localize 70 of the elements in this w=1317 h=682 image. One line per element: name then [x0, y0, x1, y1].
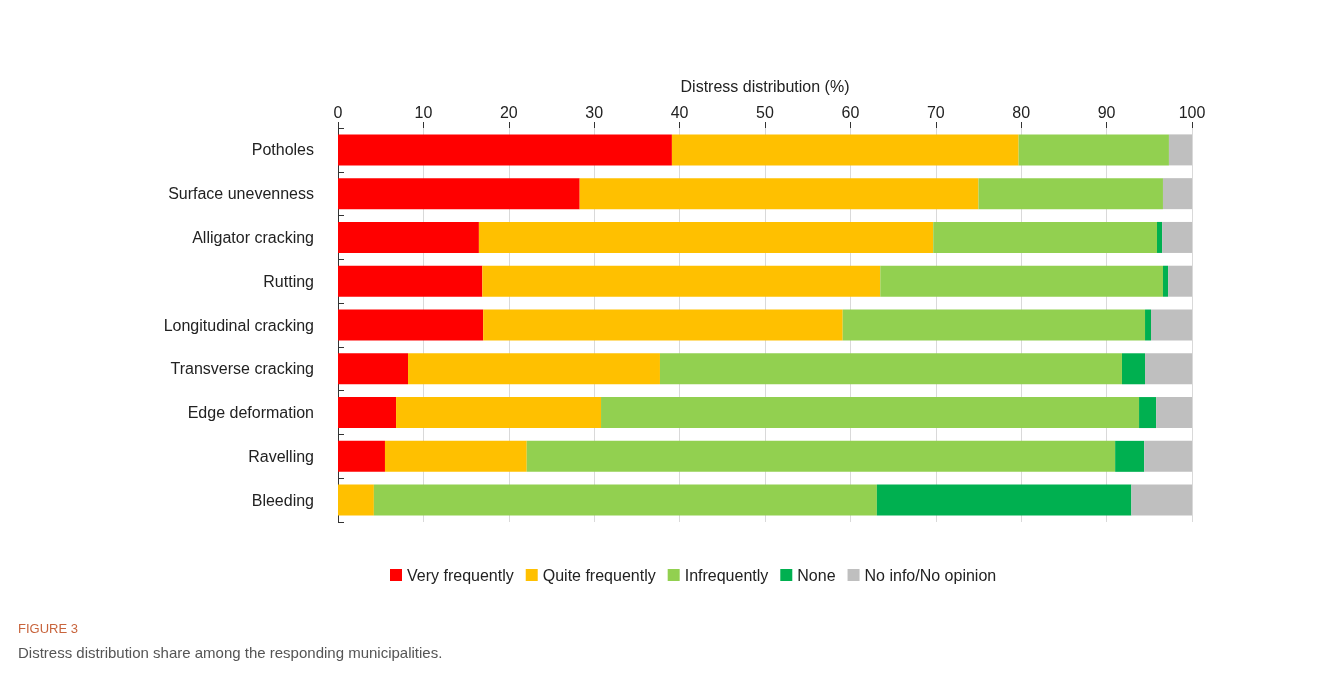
bar	[338, 397, 397, 429]
x-tick-label: 50	[756, 103, 774, 121]
bar	[671, 134, 1019, 166]
bar	[1156, 221, 1163, 253]
bar	[338, 265, 483, 297]
y-tick-label: Bleeding	[251, 491, 314, 509]
bar	[1131, 484, 1192, 516]
bar	[1145, 309, 1152, 341]
x-tick-label: 80	[1012, 103, 1031, 121]
bar	[1151, 309, 1192, 341]
x-tick-label: 30	[585, 103, 604, 121]
x-tick-label: 70	[926, 103, 945, 121]
bar	[978, 178, 1163, 210]
bar	[601, 397, 1140, 429]
bar	[384, 440, 527, 472]
bar	[338, 309, 484, 341]
bar	[478, 221, 934, 253]
bar	[338, 440, 385, 472]
bar	[482, 265, 881, 297]
y-tick-label: Transverse cracking	[170, 360, 314, 378]
legend-label: None	[797, 566, 836, 584]
bar	[396, 397, 602, 429]
text: Distress distribution share among the responding municipalities.	[18, 644, 443, 661]
bar	[1121, 353, 1146, 385]
bar	[1168, 134, 1192, 166]
y-tick-label: Edge deformation	[187, 404, 314, 422]
legend-label: Quite frequently	[542, 566, 656, 584]
legend-label: Very frequently	[407, 566, 514, 584]
x-axis-title: Distress distribution (%)	[680, 77, 850, 95]
bar	[1162, 265, 1169, 297]
bar	[526, 440, 1116, 472]
legend-label: No info/No opinion	[864, 566, 997, 584]
bar	[338, 178, 580, 210]
x-tick-label: 20	[499, 103, 518, 121]
y-tick-label: Surface unevenness	[168, 185, 314, 203]
y-tick-label: Longitudinal cracking	[163, 316, 314, 334]
bar	[1018, 134, 1169, 166]
x-tick-label: 90	[1097, 103, 1116, 121]
y-tick-label: Potholes	[251, 141, 314, 159]
x-tick-label: 40	[670, 103, 689, 121]
legend-label: Infrequently	[684, 566, 769, 584]
bar	[338, 134, 672, 166]
bar	[1168, 265, 1192, 297]
x-tick-label: 10	[414, 103, 433, 121]
y-tick-label: Rutting	[263, 272, 314, 290]
bar	[842, 309, 1146, 341]
bar	[659, 353, 1122, 385]
bar	[338, 484, 374, 516]
y-tick-label: Ravelling	[248, 447, 314, 465]
bar	[1156, 397, 1192, 429]
y-tick-label: Alligator cracking	[192, 228, 314, 246]
bar	[338, 353, 409, 385]
bar	[1144, 440, 1192, 472]
bar	[483, 309, 843, 341]
bar	[1162, 178, 1192, 210]
bar	[338, 221, 479, 253]
bar	[933, 221, 1157, 253]
bar	[1145, 353, 1192, 385]
bar	[876, 484, 1132, 516]
bar	[1162, 221, 1192, 253]
x-tick-label: 60	[841, 103, 860, 121]
bar	[1115, 440, 1145, 472]
bar	[579, 178, 979, 210]
bar	[1139, 397, 1157, 429]
bar	[373, 484, 877, 516]
x-tick-label: 100	[1178, 103, 1206, 121]
bar	[880, 265, 1163, 297]
caption: FIGURE 3	[18, 621, 78, 636]
bar	[408, 353, 660, 385]
x-tick-label: 0	[333, 103, 343, 121]
